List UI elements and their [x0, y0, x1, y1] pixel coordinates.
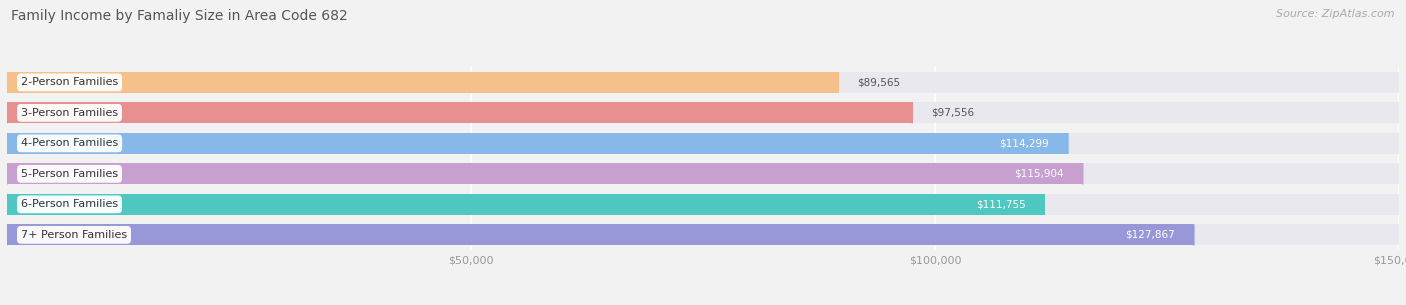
Text: $127,867: $127,867: [1125, 230, 1175, 240]
Text: 2-Person Families: 2-Person Families: [21, 77, 118, 87]
Text: 6-Person Families: 6-Person Families: [21, 199, 118, 209]
Bar: [7, 102, 1399, 123]
Bar: [7, 163, 1083, 184]
Bar: [7, 72, 1399, 93]
Bar: [7, 224, 1194, 245]
Text: 5-Person Families: 5-Person Families: [21, 169, 118, 179]
Text: $111,755: $111,755: [976, 199, 1025, 209]
Text: $97,556: $97,556: [931, 108, 974, 118]
Text: $115,904: $115,904: [1014, 169, 1064, 179]
Text: 3-Person Families: 3-Person Families: [21, 108, 118, 118]
Text: Family Income by Famaliy Size in Area Code 682: Family Income by Famaliy Size in Area Co…: [11, 9, 349, 23]
Bar: [7, 194, 1399, 215]
Bar: [7, 224, 1399, 245]
Bar: [7, 72, 838, 93]
Bar: [7, 102, 912, 123]
Text: Source: ZipAtlas.com: Source: ZipAtlas.com: [1277, 9, 1395, 19]
Bar: [7, 163, 1399, 184]
Text: $89,565: $89,565: [856, 77, 900, 87]
Bar: [7, 133, 1399, 154]
Bar: [7, 133, 1067, 154]
Text: 7+ Person Families: 7+ Person Families: [21, 230, 127, 240]
Bar: [7, 194, 1045, 215]
Text: 4-Person Families: 4-Person Families: [21, 138, 118, 148]
Text: $114,299: $114,299: [1000, 138, 1049, 148]
